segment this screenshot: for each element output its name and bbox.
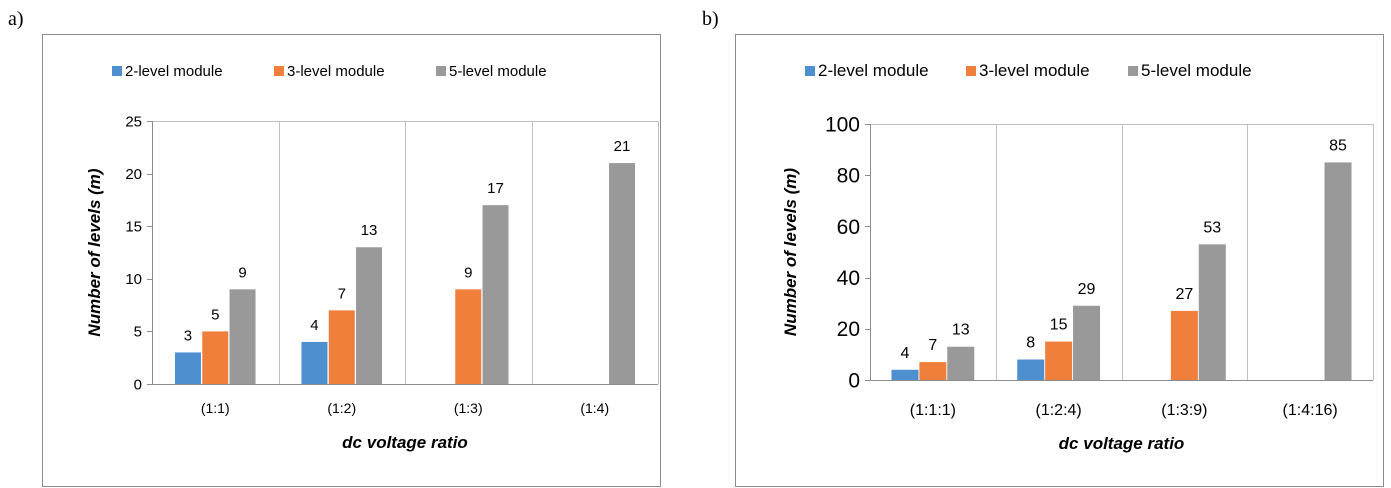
bar-3-level-module [1045, 341, 1073, 380]
data-label: 13 [952, 322, 970, 339]
bar-5-level-module [229, 289, 256, 384]
bar-2-level-module [174, 352, 201, 384]
data-label: 5 [211, 306, 219, 323]
bar-2-level-module [301, 341, 328, 384]
bar-5-level-module [1324, 162, 1352, 380]
y-axis-title: Number of levels (m) [781, 168, 800, 336]
data-label: 9 [238, 264, 246, 281]
legend-entry: 5-level module [1141, 61, 1252, 80]
bar-5-level-module [609, 163, 636, 384]
bar-2-level-module [891, 369, 919, 380]
x-tick-label: (1:4:16) [1283, 402, 1338, 419]
y-tick-label: 20 [837, 318, 860, 341]
legend-entry: 2-level module [818, 61, 929, 80]
y-tick-label: 60 [837, 216, 860, 239]
bar-3-level-module [328, 310, 355, 384]
data-label: 53 [1203, 219, 1221, 236]
legend-swatch [112, 66, 122, 76]
bar-3-level-module [1170, 310, 1198, 380]
data-label: 9 [464, 264, 472, 281]
legend-swatch [805, 66, 815, 76]
bar-2-level-module [1017, 359, 1045, 380]
data-label: 17 [487, 180, 504, 197]
x-tick-label: (1:3:9) [1161, 402, 1207, 419]
legend-swatch [436, 66, 446, 76]
data-label: 4 [901, 345, 910, 362]
y-tick-label: 25 [125, 113, 142, 130]
legend-entry: 5-level module [449, 63, 547, 80]
y-tick-label: 40 [837, 267, 860, 290]
x-tick-label: (1:3) [454, 400, 483, 416]
y-tick-label: 20 [125, 166, 142, 183]
panel-label-a: a) [8, 8, 24, 30]
bar-3-level-module [919, 362, 947, 380]
data-label: 15 [1050, 317, 1068, 334]
bar-3-level-module [202, 331, 229, 384]
bar-5-level-module [947, 346, 975, 380]
legend-swatch [274, 66, 284, 76]
data-label: 13 [361, 222, 378, 239]
bar-3-level-module [455, 289, 482, 384]
legend-entry: 3-level module [979, 61, 1090, 80]
y-tick-label: 0 [848, 369, 860, 392]
data-label: 3 [184, 327, 192, 344]
legend-swatch [966, 66, 976, 76]
x-axis-title: dc voltage ratio [1059, 434, 1185, 453]
x-axis-title: dc voltage ratio [342, 433, 468, 452]
data-label: 21 [614, 138, 631, 155]
y-tick-label: 5 [134, 324, 142, 341]
bar-5-level-module [356, 247, 383, 384]
y-tick-label: 100 [825, 113, 860, 136]
x-tick-label: (1:1) [201, 400, 230, 416]
data-label: 29 [1078, 281, 1096, 298]
data-label: 4 [310, 317, 318, 334]
chart-b: 0 20 40 60 80 100 (1:1:1) (1:2:4) (1:3:9) (1:4:16… [735, 34, 1384, 487]
legend-swatch [1128, 66, 1138, 76]
y-axis-title: Number of levels (m) [85, 168, 104, 336]
chart-frame [42, 34, 661, 487]
y-tick-label: 10 [125, 271, 142, 288]
x-tick-label: (1:4) [580, 400, 609, 416]
bar-5-level-module [1073, 305, 1101, 380]
data-label: 27 [1175, 286, 1193, 303]
y-tick-label: 15 [125, 218, 142, 235]
y-tick-label: 0 [134, 376, 142, 393]
data-label: 85 [1329, 137, 1347, 154]
x-tick-label: (1:1:1) [910, 402, 956, 419]
data-label: 7 [928, 337, 937, 354]
legend-entry: 3-level module [287, 63, 385, 80]
x-tick-label: (1:2:4) [1036, 402, 1082, 419]
panel-label-b: b) [702, 8, 719, 30]
data-label: 7 [338, 285, 346, 302]
chart-a: 0 5 10 15 20 25 (1:1) (1:2) (1:3) (1:4) 3 4 5 7 9 9 13 17… [42, 34, 661, 487]
chart-frame [735, 34, 1384, 487]
bar-5-level-module [482, 205, 509, 384]
bar-5-level-module [1198, 244, 1226, 380]
data-label: 8 [1026, 335, 1035, 352]
legend-entry: 2-level module [125, 63, 223, 80]
x-tick-label: (1:2) [327, 400, 356, 416]
y-tick-label: 80 [837, 165, 860, 188]
